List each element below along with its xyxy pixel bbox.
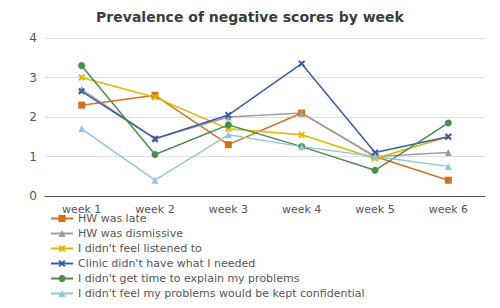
svg-text:Clinic didn't have what I need: Clinic didn't have what I needed (78, 257, 255, 270)
svg-text:HW was dismissive: HW was dismissive (78, 227, 183, 240)
svg-text:HW was late: HW was late (78, 212, 147, 225)
svg-text:week 4: week 4 (282, 203, 321, 216)
svg-text:1: 1 (29, 150, 37, 164)
svg-text:I didn't feel listened to: I didn't feel listened to (78, 242, 202, 255)
svg-text:I didn't get time to explain m: I didn't get time to explain my problems (78, 272, 300, 285)
svg-text:week 1: week 1 (62, 203, 102, 216)
svg-text:week 2: week 2 (135, 203, 175, 216)
svg-text:week 5: week 5 (355, 203, 394, 216)
svg-text:0: 0 (29, 189, 37, 203)
svg-text:Prevalence of negative scores: Prevalence of negative scores by week (96, 9, 404, 25)
svg-text:I didn't feel my problems woul: I didn't feel my problems would be kept … (78, 287, 365, 300)
svg-text:week 3: week 3 (209, 203, 248, 216)
svg-text:2: 2 (29, 110, 37, 124)
svg-text:3: 3 (29, 71, 37, 85)
svg-text:4: 4 (29, 31, 37, 45)
svg-text:week 6: week 6 (429, 203, 468, 216)
